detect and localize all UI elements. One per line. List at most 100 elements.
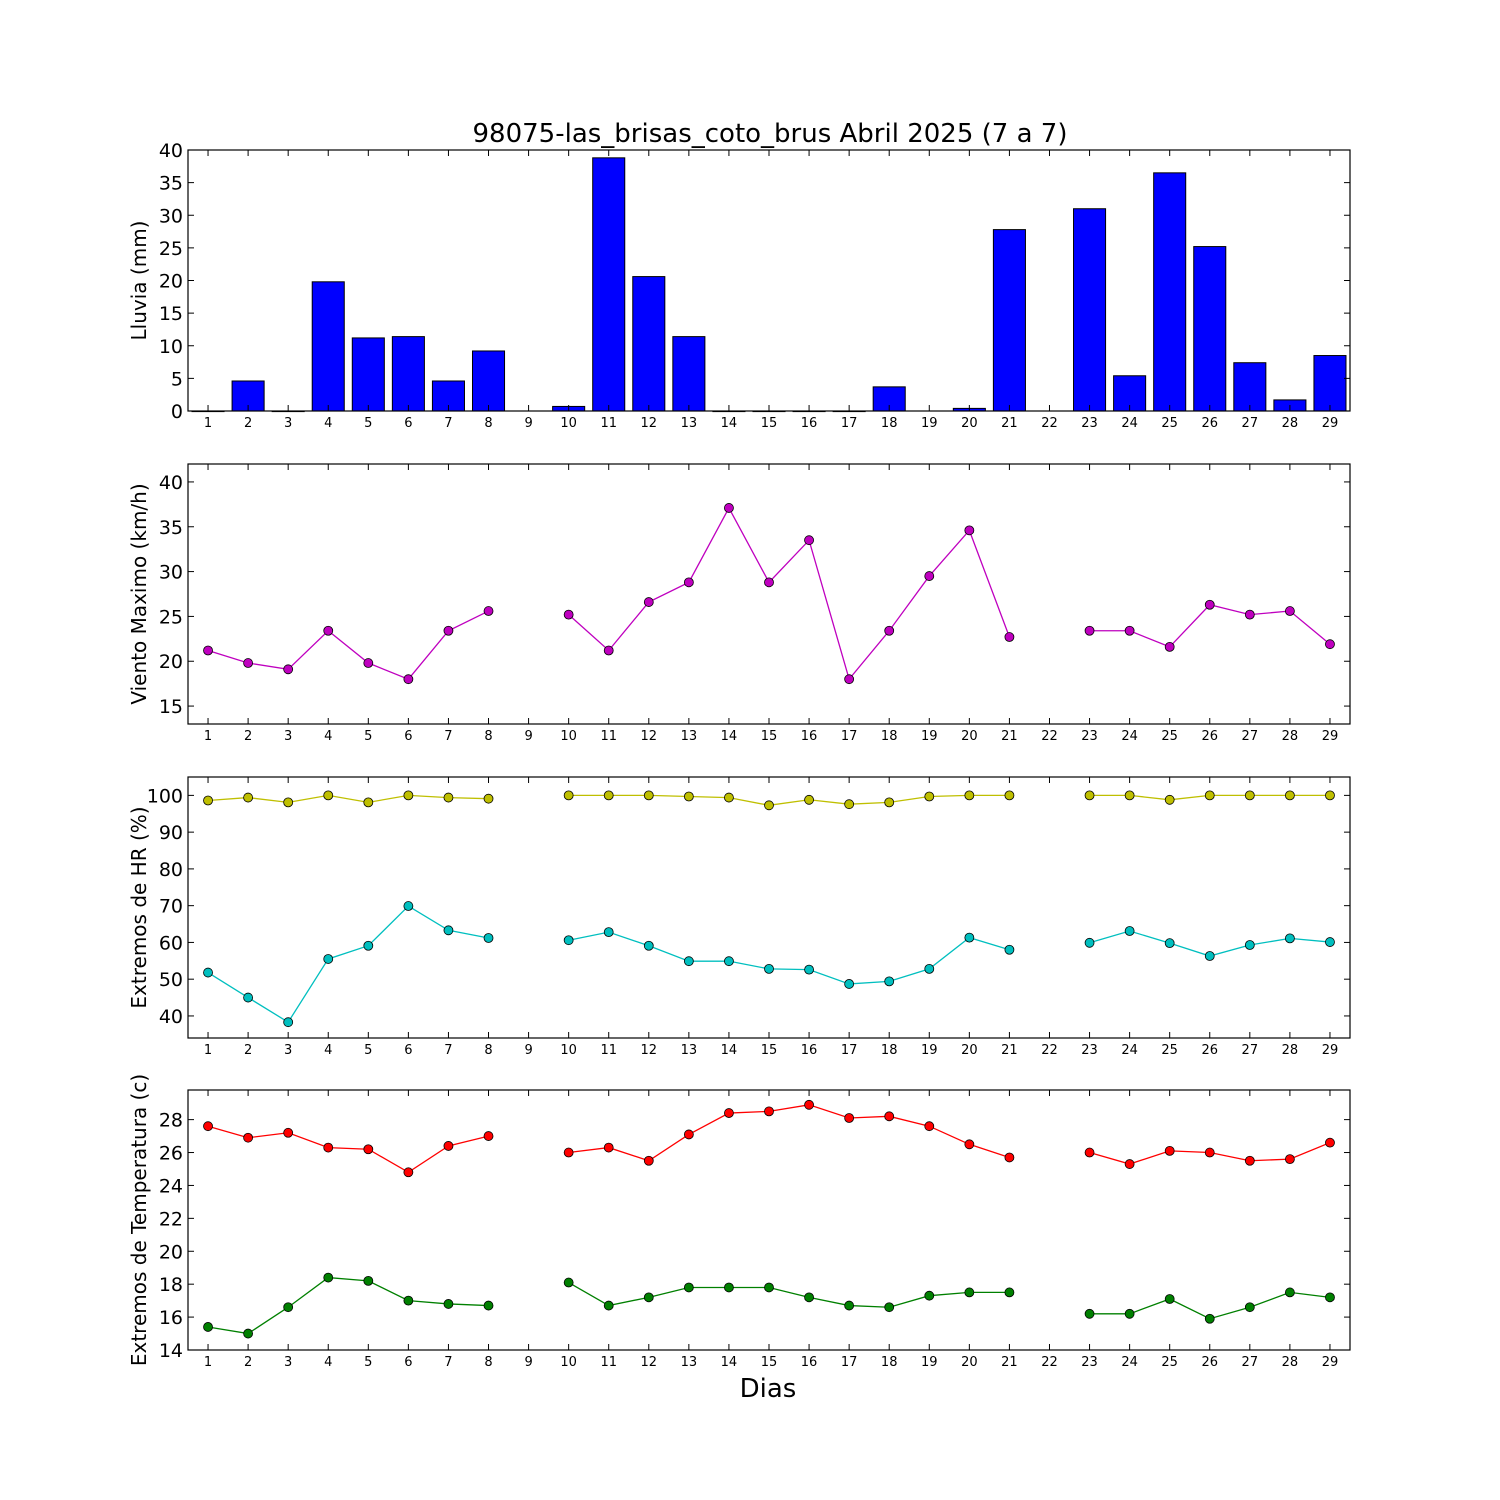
xtick-label-temperatura: 16: [801, 1355, 818, 1370]
ytick-label-viento: 20: [159, 651, 183, 673]
xtick-label-viento: 23: [1081, 729, 1098, 744]
xtick-label-lluvia: 7: [444, 416, 452, 431]
xtick-label-hr: 23: [1081, 1043, 1098, 1058]
xtick-label-lluvia: 10: [560, 416, 577, 431]
point-temperatura-s1-day-7: [443, 1141, 454, 1151]
point-temperatura-s2-day-6: [403, 1295, 414, 1306]
point-hr-s1-day-6: [403, 790, 414, 801]
point-temperatura-s1-day-17: [844, 1113, 855, 1123]
point-viento-s1-day-20: [964, 525, 975, 536]
point-temperatura-s1-day-28: [1284, 1154, 1295, 1165]
point-hr-s1-day-10: [563, 790, 574, 801]
point-hr-s1-day-16: [804, 794, 814, 805]
xtick-label-hr: 2: [244, 1043, 252, 1058]
xtick-label-temperatura: 11: [600, 1355, 617, 1370]
xtick-label-lluvia: 21: [1001, 416, 1018, 431]
point-hr-s2-day-1: [203, 967, 213, 978]
xtick-label-viento: 26: [1201, 729, 1218, 744]
xtick-label-temperatura: 27: [1242, 1355, 1259, 1370]
xtick-label-temperatura: 1: [204, 1355, 212, 1370]
xtick-label-hr: 24: [1121, 1043, 1138, 1058]
xtick-label-lluvia: 13: [681, 416, 698, 431]
point-temperatura-s2-day-23: [1084, 1308, 1095, 1319]
xtick-label-temperatura: 9: [524, 1355, 532, 1370]
point-viento-s1-day-18: [884, 625, 895, 636]
point-temperatura-s2-day-25: [1164, 1294, 1175, 1304]
point-viento-s1-day-16: [804, 535, 814, 546]
point-temperatura-s2-day-7: [443, 1299, 454, 1309]
point-temperatura-s2-day-3: [283, 1302, 294, 1313]
axes-frame-hr: [187, 776, 1351, 1039]
xtick-label-viento: 12: [641, 729, 658, 744]
point-hr-s1-day-20: [964, 790, 975, 801]
chart-title: 98075-las_brisas_coto_brus Abril 2025 (7…: [473, 119, 1068, 149]
xtick-label-temperatura: 23: [1081, 1355, 1098, 1370]
point-hr-s1-day-29: [1325, 790, 1335, 801]
point-temperatura-s2-day-2: [243, 1328, 254, 1339]
point-hr-s2-day-10: [563, 935, 574, 946]
xtick-label-viento: 15: [761, 729, 778, 744]
xtick-label-hr: 12: [641, 1043, 658, 1058]
point-hr-s1-day-23: [1084, 790, 1095, 801]
ytick-label-temperatura: 26: [159, 1143, 183, 1165]
xtick-label-temperatura: 8: [484, 1355, 492, 1370]
xtick-label-lluvia: 8: [484, 416, 492, 431]
ytick-label-temperatura: 18: [159, 1274, 183, 1296]
xtick-label-lluvia: 5: [364, 416, 372, 431]
bar-day-6: [391, 336, 425, 412]
xtick-label-temperatura: 7: [444, 1355, 452, 1370]
ytick-label-temperatura: 24: [159, 1175, 183, 1197]
xtick-label-temperatura: 17: [841, 1355, 858, 1370]
point-hr-s2-day-28: [1284, 933, 1295, 944]
point-hr-s2-day-19: [924, 963, 935, 974]
point-hr-s2-day-20: [964, 932, 975, 943]
point-temperatura-s1-day-12: [643, 1155, 654, 1166]
point-hr-s1-day-7: [443, 792, 454, 803]
ytick-label-lluvia: 0: [171, 401, 183, 423]
ytick-label-hr: 50: [159, 969, 183, 991]
point-viento-s1-day-10: [563, 609, 574, 620]
point-hr-s1-day-11: [603, 790, 614, 801]
point-hr-s2-day-24: [1124, 926, 1135, 936]
xtick-label-hr: 1: [204, 1043, 212, 1058]
xtick-label-hr: 6: [404, 1043, 412, 1058]
xtick-label-temperatura: 12: [641, 1355, 658, 1370]
xtick-label-temperatura: 28: [1282, 1355, 1299, 1370]
ytick-label-lluvia: 5: [171, 368, 183, 390]
point-hr-s2-day-2: [243, 992, 254, 1003]
xtick-label-lluvia: 29: [1322, 416, 1339, 431]
point-temperatura-s1-day-16: [804, 1099, 814, 1110]
xtick-label-viento: 13: [681, 729, 698, 744]
ytick-label-viento: 40: [159, 472, 183, 494]
xtick-label-hr: 27: [1242, 1043, 1259, 1058]
xtick-label-temperatura: 15: [761, 1355, 778, 1370]
point-viento-s1-day-27: [1244, 609, 1255, 620]
ytick-label-viento: 30: [159, 562, 183, 584]
xtick-label-hr: 15: [761, 1043, 778, 1058]
bar-day-2: [231, 380, 265, 412]
xtick-label-hr: 14: [721, 1043, 738, 1058]
bar-day-23: [1073, 208, 1107, 412]
xtick-label-hr: 13: [681, 1043, 698, 1058]
point-hr-s2-day-6: [403, 901, 414, 911]
xtick-label-viento: 22: [1041, 729, 1058, 744]
point-hr-s2-day-17: [844, 979, 855, 989]
xtick-label-hr: 21: [1001, 1043, 1018, 1058]
bar-day-8: [471, 350, 506, 412]
point-hr-s1-day-5: [363, 797, 374, 808]
xtick-label-temperatura: 4: [324, 1355, 332, 1370]
point-temperatura-s1-day-21: [1004, 1152, 1015, 1163]
bar-day-11: [592, 157, 626, 412]
bar-day-4: [311, 281, 345, 412]
point-temperatura-s2-day-15: [764, 1282, 774, 1293]
y-axis-label-viento: Viento Maximo (km/h): [127, 483, 151, 704]
point-temperatura-s2-day-26: [1204, 1313, 1215, 1324]
xtick-label-viento: 7: [444, 729, 452, 744]
point-hr-s2-day-18: [884, 976, 895, 987]
point-temperatura-s2-day-29: [1325, 1292, 1335, 1303]
ytick-label-lluvia: 15: [159, 303, 183, 325]
point-temperatura-s2-day-11: [603, 1300, 614, 1311]
xtick-label-temperatura: 3: [284, 1355, 292, 1370]
point-viento-s1-day-24: [1124, 625, 1135, 636]
